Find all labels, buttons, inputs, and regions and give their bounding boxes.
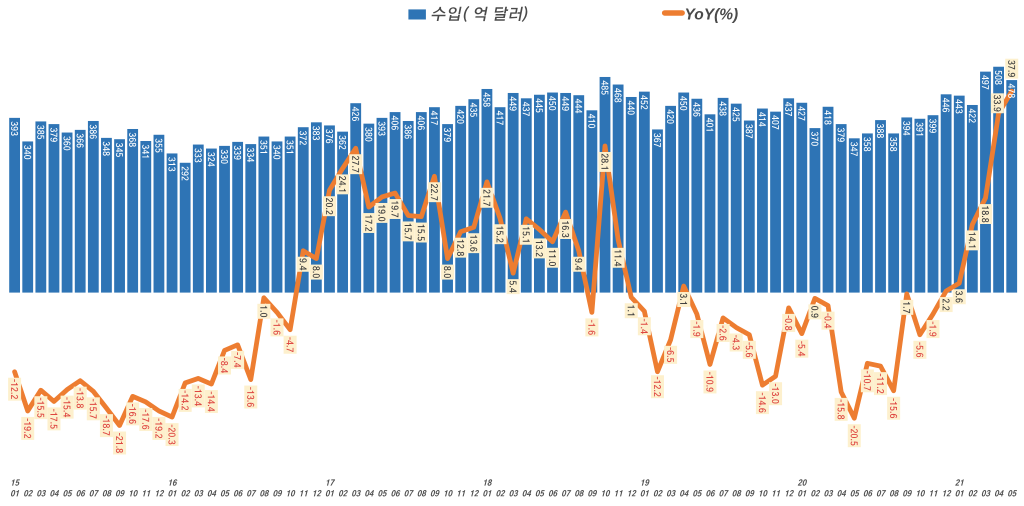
svg-text:YoY(%): YoY(%): [685, 6, 739, 23]
